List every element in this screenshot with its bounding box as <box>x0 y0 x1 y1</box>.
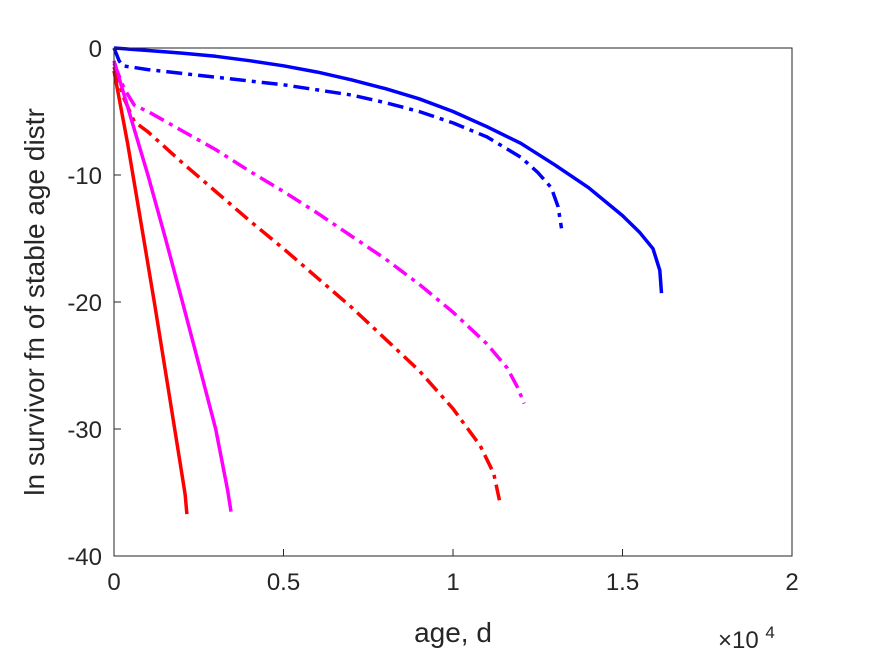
x-axis-label: age, d <box>414 617 492 648</box>
series-line-2 <box>112 47 564 229</box>
series-line-1 <box>113 46 664 294</box>
y-tick-label: -10 <box>67 163 102 190</box>
y-tick-label: 0 <box>89 36 102 63</box>
x-tick-label: 0 <box>107 569 120 596</box>
x-exponent-base: ×10 <box>718 627 759 654</box>
x-tick-label: 1.5 <box>606 569 639 596</box>
x-tick-label: 0.5 <box>267 569 300 596</box>
y-axis-label: ln survivor fn of stable age distr <box>19 108 50 496</box>
series-layer <box>112 46 664 515</box>
x-tick-label: 1 <box>446 569 459 596</box>
series-line-5 <box>112 60 233 512</box>
y-tick-label: -40 <box>67 544 102 571</box>
series-line-3 <box>112 62 526 405</box>
y-tick-label: -20 <box>67 290 102 317</box>
y-tick-label: -30 <box>67 417 102 444</box>
x-axis-exponent: ×10 4 <box>718 623 775 654</box>
series-line-4 <box>112 66 503 506</box>
x-exponent-power: 4 <box>765 623 774 642</box>
ticks-layer: 0 0.5 1 1.5 2 0 -10 -20 -30 -40 <box>67 36 798 596</box>
x-tick-label: 2 <box>785 569 798 596</box>
series-line-6 <box>112 70 189 515</box>
